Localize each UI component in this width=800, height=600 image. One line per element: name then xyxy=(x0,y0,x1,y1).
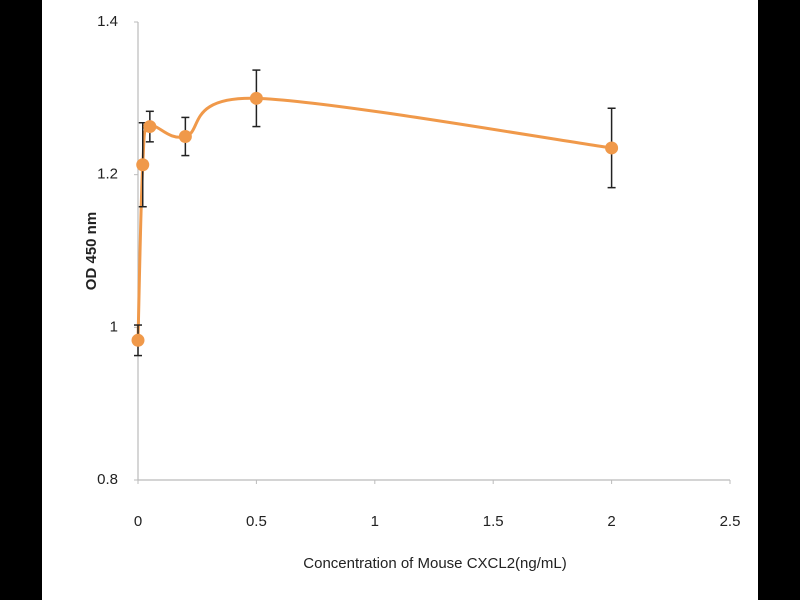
data-point xyxy=(178,130,192,143)
left-border xyxy=(0,0,42,600)
right-border xyxy=(758,0,800,600)
x-tick-label: 1.5 xyxy=(483,513,504,530)
data-point xyxy=(143,120,157,134)
x-tick-label: 0.5 xyxy=(246,513,267,530)
data-point xyxy=(136,158,150,172)
data-point xyxy=(249,91,263,105)
y-tick-label: 1.2 xyxy=(97,166,118,183)
x-tick-label: 0 xyxy=(134,513,142,530)
x-tick-label: 2.5 xyxy=(720,513,741,530)
data-line xyxy=(136,96,612,341)
data-point xyxy=(605,141,619,155)
y-axis-title: OD 450 nm xyxy=(83,212,100,290)
y-tick-label: 0.8 xyxy=(97,471,118,488)
y-tick-label: 1 xyxy=(110,318,118,335)
x-tick-label: 2 xyxy=(607,513,615,530)
data-point xyxy=(131,333,145,347)
x-axis-title: Concentration of Mouse CXCL2(ng/mL) xyxy=(303,555,566,572)
y-tick-label: 1.4 xyxy=(97,13,118,30)
x-tick-label: 1 xyxy=(371,513,379,530)
